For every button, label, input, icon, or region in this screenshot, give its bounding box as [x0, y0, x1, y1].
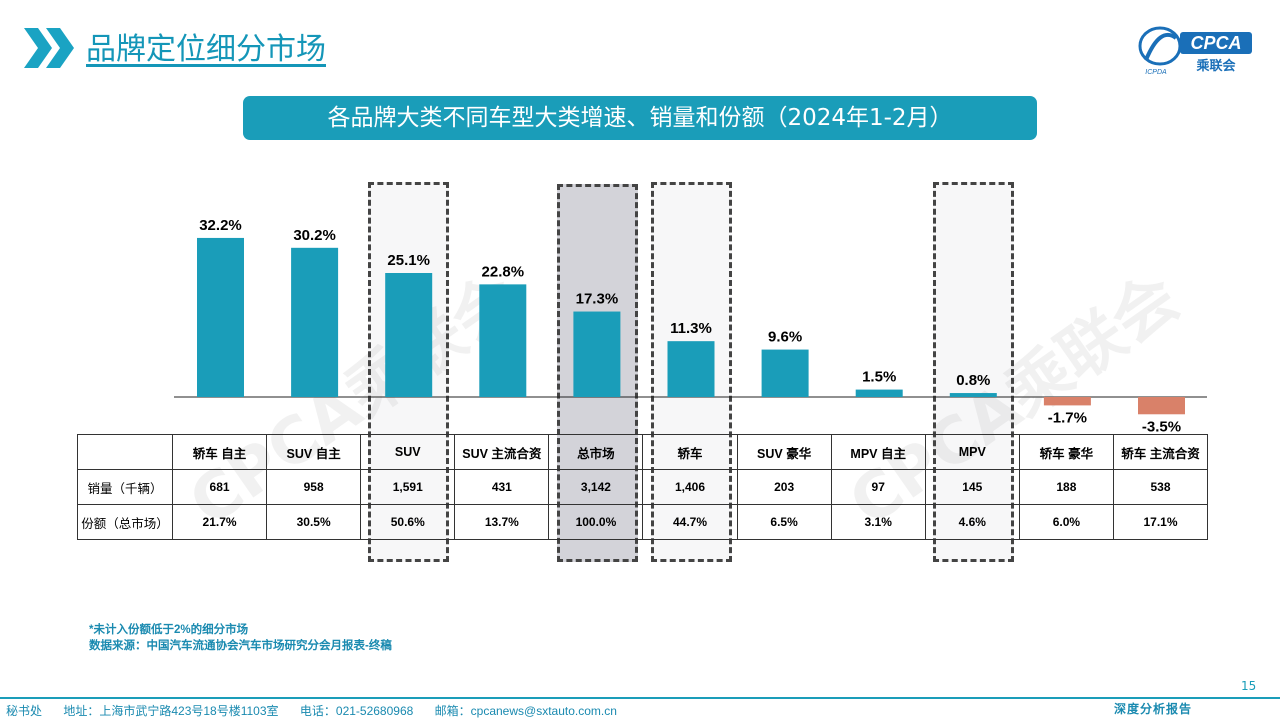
table-cell: 1,591 — [360, 469, 456, 505]
table-cell: 6.0% — [1018, 504, 1114, 540]
table-cell: 50.6% — [360, 504, 456, 540]
table-row: 销量（千辆） 681 958 1,591 431 3,142 1,406 203 97 145 18… — [77, 469, 1209, 505]
table-column-header: 轿车 自主 — [171, 434, 268, 470]
table-cell: 958 — [266, 469, 362, 505]
bar — [1043, 397, 1091, 406]
data-label: 9.6% — [768, 329, 802, 346]
table-column-header: 总市场 — [548, 434, 644, 470]
table-cell: 1,406 — [642, 469, 738, 505]
note-data-source: 数据来源：中国汽车流通协会汽车市场研究分会月报表-终稿 — [89, 640, 392, 652]
table-cell: 3.1% — [830, 504, 926, 540]
table-cell: 145 — [924, 469, 1020, 505]
data-label: 30.2% — [293, 227, 336, 244]
bar — [761, 349, 809, 397]
svg-text:ICPDA: ICPDA — [1145, 69, 1167, 76]
table-cell: 188 — [1018, 469, 1114, 505]
double-chevron-icon — [24, 28, 74, 68]
footer-divider — [0, 697, 1280, 699]
page-number: 15 — [1241, 679, 1257, 693]
table-cell: 97 — [830, 469, 926, 505]
data-label: 1.5% — [862, 369, 896, 386]
data-label: 0.8% — [956, 372, 990, 389]
table-cell: 203 — [736, 469, 832, 505]
footnote: *未计入份额低于2%的细分市场 数据来源：中国汽车流通协会汽车市场研究分会月报表… — [89, 622, 392, 654]
table-cell: 30.5% — [266, 504, 362, 540]
bar — [1138, 397, 1185, 415]
data-label: -1.7% — [1048, 409, 1087, 426]
bar — [385, 273, 433, 397]
table-column-header: SUV — [360, 434, 456, 470]
bar — [573, 311, 621, 397]
table-row-label: 份额（总市场） — [77, 504, 173, 540]
table-cell: 21.7% — [171, 504, 268, 540]
table-cell: 681 — [171, 469, 268, 505]
bar — [667, 341, 715, 397]
table-cell: 3,142 — [548, 469, 644, 505]
table-column-header: SUV 自主 — [266, 434, 362, 470]
svg-text:CPCA: CPCA — [1190, 33, 1241, 53]
cpca-logo: CPCA 乘联会 ICPDA — [1138, 26, 1252, 76]
footer-address: 地址：上海市武宁路423号18号楼1103室 — [63, 704, 279, 718]
note-exclusion: *未计入份额低于2%的细分市场 — [89, 624, 249, 636]
svg-text:乘联会: 乘联会 — [1195, 58, 1236, 74]
table-cell: 4.6% — [924, 504, 1020, 540]
table-cell: 13.7% — [454, 504, 550, 540]
table-cell: 431 — [454, 469, 550, 505]
table-row: 份额（总市场） 21.7% 30.5% 50.6% 13.7% 100.0% 44.7% 6.… — [77, 504, 1209, 540]
table-body: 销量（千辆） 681 958 1,591 431 3,142 1,406 203 97 145 18… — [77, 469, 1209, 540]
report-type-label: 深度分析报告 — [1114, 702, 1193, 716]
table-column-header: 轿车 豪华 — [1018, 434, 1114, 470]
footer-phone: 电话：021-52680968 — [299, 704, 414, 718]
data-label: 17.3% — [576, 291, 619, 308]
page-title: 品牌定位细分市场 — [86, 32, 326, 67]
chart-banner-title: 各品牌大类不同车型大类增速、销量和份额（2024年1-2月） — [243, 96, 1037, 140]
data-label: -3.5% — [1142, 418, 1181, 435]
table-cell: 538 — [1112, 469, 1209, 505]
table-column-header: 轿车 主流合资 — [1112, 434, 1209, 470]
table-column-header: SUV 主流合资 — [454, 434, 550, 470]
footer-contact: 秘书处 地址：上海市武宁路423号18号楼1103室 电话：021-526809… — [6, 702, 635, 719]
table-row-label: 销量（千辆） — [77, 469, 173, 505]
table-header-row: 轿车 自主 SUV 自主 SUV SUV 主流合资 总市场 轿车 SUV 豪华 MPV 自主 M… — [77, 434, 1209, 470]
bar — [291, 247, 339, 397]
data-label: 22.8% — [482, 263, 525, 280]
growth-bar-chart: 32.2% 30.2% 25.1% 22.8% 17.3% 11.3% 9.6% 1.5% 0.… — [174, 217, 1207, 435]
bar — [855, 389, 903, 397]
table-column-header: MPV — [924, 434, 1020, 470]
bar — [479, 284, 527, 397]
data-label: 25.1% — [387, 252, 430, 269]
sales-share-table: 轿车 自主 SUV 自主 SUV SUV 主流合资 总市场 轿车 SUV 豪华 MPV 自主 M… — [77, 434, 1209, 540]
table-column-header: SUV 豪华 — [736, 434, 832, 470]
table-column-header: 轿车 — [642, 434, 738, 470]
table-cell: 44.7% — [642, 504, 738, 540]
table-cell: 100.0% — [548, 504, 644, 540]
table-column-header: MPV 自主 — [830, 434, 926, 470]
table-corner-cell — [77, 434, 173, 470]
bar — [949, 393, 997, 397]
table-cell: 6.5% — [736, 504, 832, 540]
footer-email: 邮箱：cpcanews@sxtauto.com.cn — [434, 704, 617, 718]
data-label: 32.2% — [199, 217, 242, 234]
bar — [197, 237, 244, 397]
footer-office: 秘书处 — [6, 704, 43, 718]
table-cell: 17.1% — [1112, 504, 1209, 540]
data-label: 11.3% — [670, 320, 712, 337]
